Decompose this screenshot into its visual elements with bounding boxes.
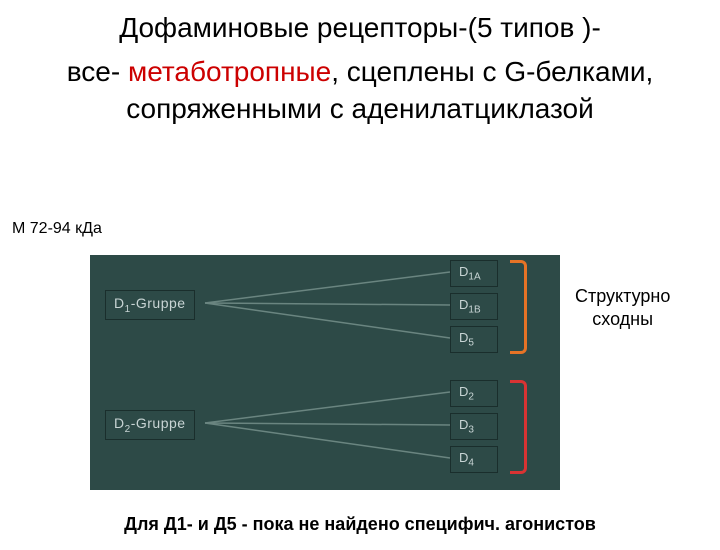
subtype-box-0-1: D1B (450, 293, 498, 320)
page-subtitle: все- метаботропные, сцеплены с G-белками… (0, 54, 720, 127)
subtype-box-1-0: D2 (450, 380, 498, 407)
subtitle-meta: метаботропные (128, 56, 331, 87)
receptor-diagram: D1-Gruppe D1A D1B D5 D2-Gruppe D2 D3 D4 (90, 255, 610, 490)
footer-note: Для Д1- и Д5 - пока не найдено специфич.… (0, 514, 720, 535)
side-line2: сходны (592, 309, 653, 329)
subtype-box-1-1: D3 (450, 413, 498, 440)
bracket-1 (510, 380, 527, 474)
page-title: Дофаминовые рецепторы-(5 типов )- (0, 10, 720, 46)
side-annotation: Структурно сходны (575, 285, 670, 332)
subtype-box-0-2: D5 (450, 326, 498, 353)
side-line1: Структурно (575, 286, 670, 306)
group-label-0: D1-Gruppe (105, 290, 195, 320)
subtype-box-1-2: D4 (450, 446, 498, 473)
molecular-weight-label: М 72-94 кДа (12, 220, 102, 238)
group-label-1: D2-Gruppe (105, 410, 195, 440)
bracket-0 (510, 260, 527, 354)
subtitle-pre: все- (67, 56, 128, 87)
subtype-box-0-0: D1A (450, 260, 498, 287)
